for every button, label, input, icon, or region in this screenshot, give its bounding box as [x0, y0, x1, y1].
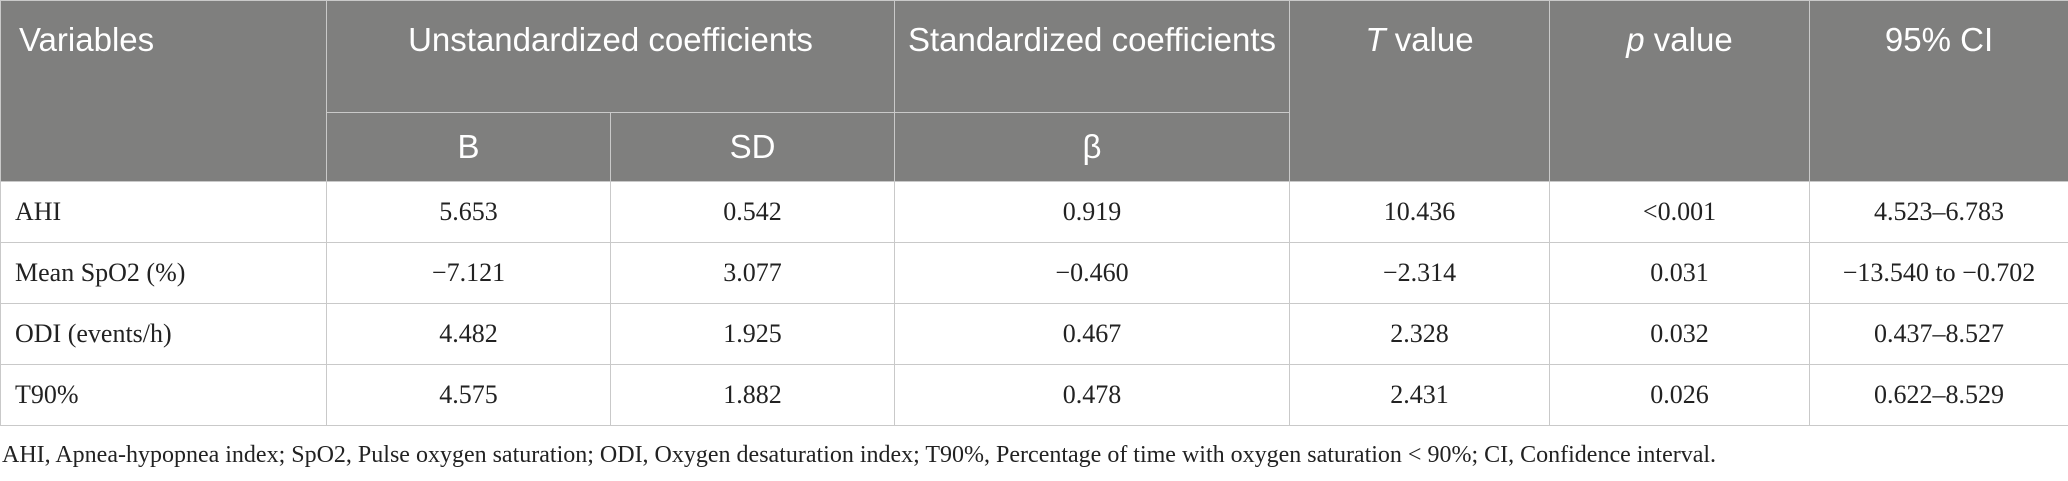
cell-ci: 0.622–8.529 [1809, 364, 2068, 426]
cell-b: 4.482 [326, 303, 611, 365]
cell-t: 10.436 [1289, 181, 1550, 243]
header-unstandardized-coefficients: Unstandardized coefficients [326, 0, 895, 113]
header-row-sub: B SD β [1, 112, 2068, 182]
cell-beta: −0.460 [894, 242, 1290, 304]
cell-t: 2.431 [1289, 364, 1550, 426]
table-body: AHI 5.653 0.542 0.919 10.436 <0.001 4.52… [0, 181, 2068, 426]
table-row: T90% 4.575 1.882 0.478 2.431 0.026 0.622… [0, 364, 2068, 426]
header-variables: Variables [0, 0, 327, 182]
header-beta: β [894, 112, 1290, 182]
cell-p: 0.031 [1549, 242, 1810, 304]
cell-variable: Mean SpO2 (%) [0, 242, 327, 304]
cell-sd: 1.925 [610, 303, 895, 365]
cell-t: −2.314 [1289, 242, 1550, 304]
regression-table: Variables Unstandardized coefficients St… [0, 0, 2068, 426]
cell-t: 2.328 [1289, 303, 1550, 365]
header-b: B [326, 112, 611, 182]
header-row-top: Variables Unstandardized coefficients St… [0, 0, 2068, 182]
cell-beta: 0.467 [894, 303, 1290, 365]
header-p-value: p value [1549, 0, 1810, 182]
cell-p: 0.032 [1549, 303, 1810, 365]
cell-beta: 0.478 [894, 364, 1290, 426]
header-t-symbol: T [1365, 21, 1386, 58]
header-t-value: T value [1289, 0, 1550, 182]
regression-table-container: Variables Unstandardized coefficients St… [0, 0, 2068, 426]
cell-ci: 4.523–6.783 [1809, 181, 2068, 243]
header-p-symbol: p [1626, 21, 1645, 58]
cell-beta: 0.919 [894, 181, 1290, 243]
cell-p: <0.001 [1549, 181, 1810, 243]
header-standardized-coefficients: Standardized coefficients [894, 0, 1290, 113]
header-sd: SD [610, 112, 895, 182]
cell-b: −7.121 [326, 242, 611, 304]
cell-variable: ODI (events/h) [0, 303, 327, 365]
cell-sd: 3.077 [610, 242, 895, 304]
cell-b: 4.575 [326, 364, 611, 426]
cell-sd: 0.542 [610, 181, 895, 243]
cell-b: 5.653 [326, 181, 611, 243]
cell-variable: AHI [0, 181, 327, 243]
cell-variable: T90% [0, 364, 327, 426]
header-t-label: value [1385, 21, 1474, 58]
header-95-ci: 95% CI [1809, 0, 2068, 182]
cell-p: 0.026 [1549, 364, 1810, 426]
cell-ci: −13.540 to −0.702 [1809, 242, 2068, 304]
cell-sd: 1.882 [610, 364, 895, 426]
table-header: Variables Unstandardized coefficients St… [0, 0, 2068, 182]
table-row: ODI (events/h) 4.482 1.925 0.467 2.328 0… [0, 303, 2068, 365]
cell-ci: 0.437–8.527 [1809, 303, 2068, 365]
table-footnote: AHI, Apnea-hypopnea index; SpO2, Pulse o… [2, 442, 1717, 468]
table-row: AHI 5.653 0.542 0.919 10.436 <0.001 4.52… [0, 181, 2068, 243]
table-row: Mean SpO2 (%) −7.121 3.077 −0.460 −2.314… [0, 242, 2068, 304]
header-p-label: value [1644, 21, 1733, 58]
